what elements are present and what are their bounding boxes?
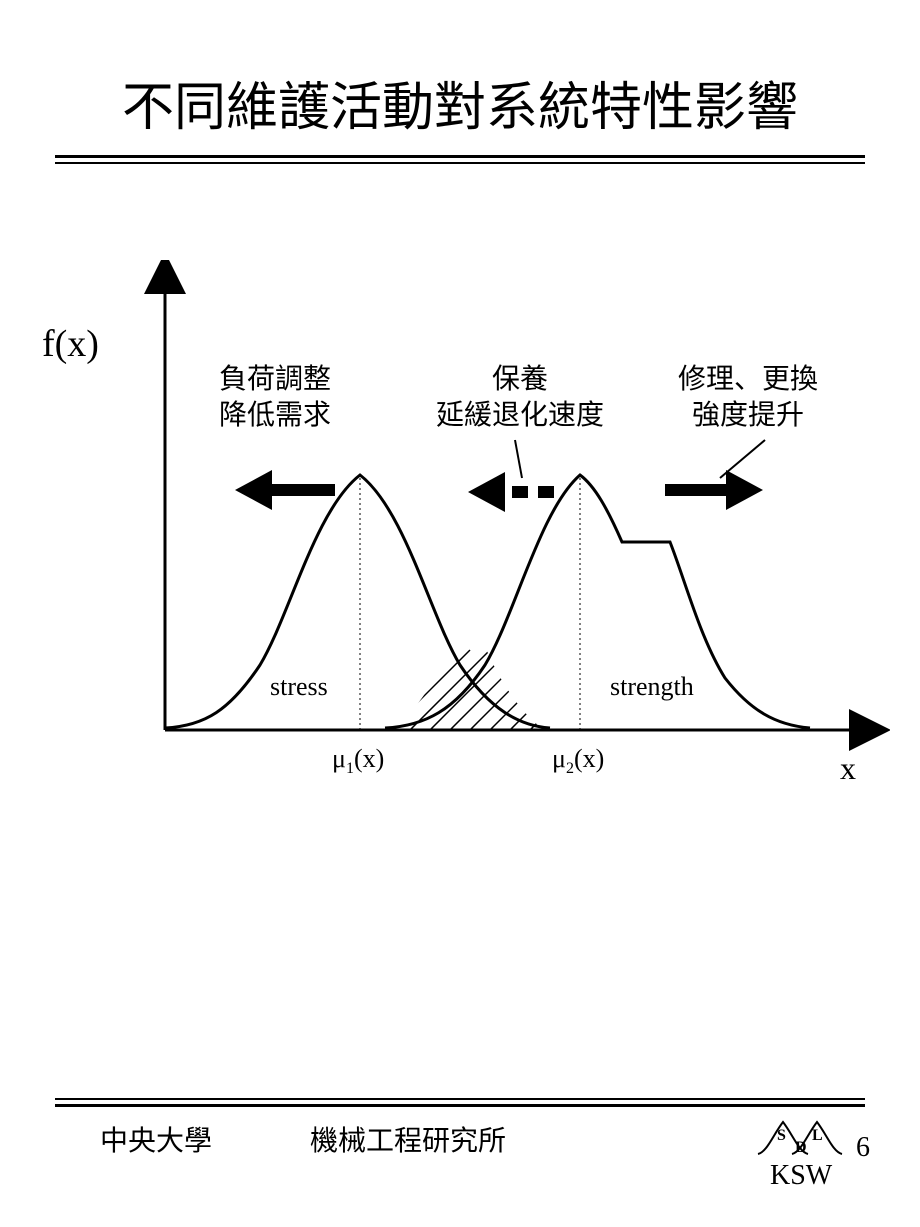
arrow-load-adjust [235, 470, 335, 510]
logo-letter-d: D [795, 1139, 807, 1156]
annotation-middle-line2: 延緩退化速度 [420, 398, 620, 434]
annotation-right-line2: 強度提升 [648, 398, 848, 434]
annotation-left: 負荷調整 降低需求 [190, 362, 360, 435]
annotation-right: 修理、更換 強度提升 [648, 362, 848, 435]
arrow-maintenance-dashed [468, 472, 554, 512]
page-title: 不同維護活動對系統特性影響 [122, 65, 798, 140]
stress-curve [165, 475, 550, 728]
footer-department: 機械工程研究所 [310, 1119, 506, 1159]
annotation-left-line1: 負荷調整 [190, 362, 360, 398]
logo-letter-s: S [777, 1127, 786, 1144]
strength-curve [385, 475, 810, 728]
stress-label: stress [270, 670, 328, 704]
annotation-left-line2: 降低需求 [190, 398, 360, 434]
footer-double-rule [55, 1098, 865, 1107]
annotation-middle-line1: 保養 [420, 362, 620, 398]
mu2-label: μ2(x) [552, 742, 604, 780]
title-double-rule [55, 155, 865, 164]
y-axis-label: f(x) [42, 320, 99, 369]
connector-right [720, 440, 765, 478]
mu1-label: μ1(x) [332, 742, 384, 780]
footer-page-number: 6 [856, 1132, 870, 1164]
annotation-right-line1: 修理、更換 [648, 362, 848, 398]
annotation-middle: 保養 延緩退化速度 [420, 362, 620, 435]
strength-label: strength [610, 670, 694, 704]
connector-middle [515, 440, 522, 478]
arrow-repair-replace [665, 470, 763, 510]
footer-logo: S D L [755, 1107, 845, 1157]
logo-letter-l: L [812, 1127, 823, 1144]
diagram-svg [30, 260, 890, 810]
x-axis-label: x [840, 748, 856, 790]
footer-author: KSW [770, 1160, 832, 1192]
stress-strength-diagram: f(x) x 負荷調整 降低需求 保養 延緩退化速度 修理、更換 強度提升 st… [30, 260, 890, 810]
footer-university: 中央大學 [100, 1119, 212, 1159]
